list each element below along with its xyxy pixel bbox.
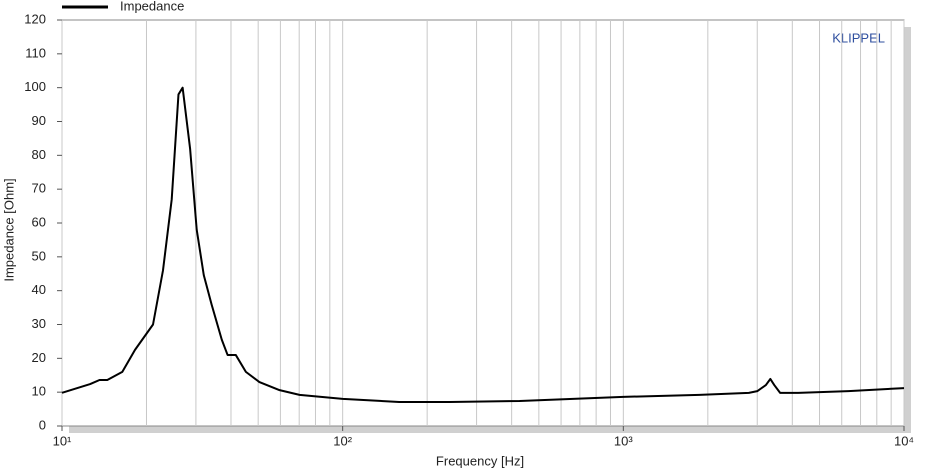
x-tick-label: 10⁴ [894,433,914,448]
x-tick-label: 10¹ [53,433,72,448]
y-tick-label: 70 [32,181,46,196]
frame-shadow [69,426,911,433]
y-tick-label: 60 [32,214,46,229]
line [61,86,905,403]
y-tick-label: 50 [32,248,46,263]
y-tick-label: 30 [32,316,46,331]
y-tick-label: 40 [32,282,46,297]
x-axis-label: Frequency [Hz] [436,453,524,468]
annotation: KLIPPEL [832,30,885,45]
y-tick-label: 20 [32,350,46,365]
y-axis-label: Impedance [Ohm] [1,178,16,281]
y-tick-label: 0 [39,417,46,432]
plot-area [61,19,905,427]
y-tick-label: 10 [32,384,46,399]
x-tick-label: 10³ [614,433,633,448]
y-tick-label: 120 [24,11,46,26]
frame-shadow [904,27,911,433]
y-tick-label: 90 [32,113,46,128]
legend-label: Impedance [120,0,184,13]
y-tick-label: 80 [32,147,46,162]
y-tick-label: 100 [24,79,46,94]
y-tick-label: 110 [25,45,46,60]
x-tick-label: 10² [333,433,352,448]
